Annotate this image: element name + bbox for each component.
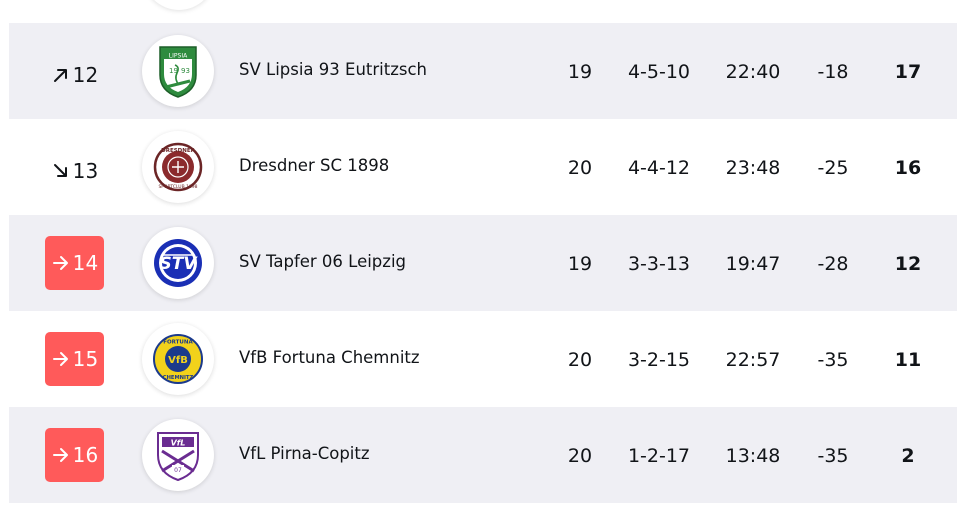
- rank-number: 15: [72, 347, 99, 371]
- rank-badge-relegation: 14: [45, 236, 104, 290]
- win-draw-loss: 3-2-15: [627, 349, 691, 371]
- points: 11: [894, 349, 922, 371]
- svg-text:FORTUNA: FORTUNA: [163, 340, 193, 346]
- trend-down-arrow-icon: [53, 164, 67, 177]
- svg-text:STV: STV: [160, 254, 199, 274]
- win-draw-loss: 4-4-12: [627, 157, 691, 179]
- vfb-fortuna-crest-icon: VfB FORTUNA CHEMNITZ: [142, 323, 214, 395]
- games-played: 20: [567, 349, 593, 371]
- team-name[interactable]: Dresdner SC 1898: [239, 156, 390, 175]
- svg-text:VfL: VfL: [171, 439, 186, 448]
- games-played: 20: [567, 445, 593, 467]
- dresdner-sc-crest-icon: DRESDNER SPORTCLUB 1898: [142, 131, 214, 203]
- goals: 22:40: [725, 61, 781, 83]
- rank-badge: 13: [45, 144, 104, 198]
- rank-number: 16: [72, 443, 99, 467]
- arrow-right-icon: [52, 448, 68, 462]
- games-played: 19: [567, 253, 593, 275]
- svg-text:07: 07: [174, 467, 182, 474]
- rank-badge: 12: [45, 48, 104, 102]
- svg-text:93: 93: [181, 67, 190, 75]
- goal-difference: -35: [817, 349, 849, 371]
- svg-text:DRESDNER: DRESDNER: [161, 148, 195, 154]
- arrow-right-icon: [52, 352, 68, 366]
- goal-difference: -28: [817, 253, 849, 275]
- svg-text:VfB: VfB: [168, 355, 188, 366]
- team-name[interactable]: VfB Fortuna Chemnitz: [239, 348, 420, 367]
- rank-number: 14: [72, 251, 99, 275]
- svg-text:19: 19: [169, 67, 178, 75]
- table-row[interactable]: 14 STV SV Tapfer 06 Leipzig 19 3-3-13 19…: [9, 215, 957, 311]
- goals: 22:57: [725, 349, 781, 371]
- goals: 13:48: [725, 445, 781, 467]
- goal-difference: -25: [817, 157, 849, 179]
- svg-text:SPORTCLUB 1898: SPORTCLUB 1898: [158, 184, 197, 190]
- table-row[interactable]: 12 LIPSIA 19 93 SV Lipsia 93 Eutritzsch …: [9, 23, 957, 119]
- table-row[interactable]: 16 VfL 07 VfL Pirna-Copitz 20 1-2-17 13:…: [9, 407, 957, 503]
- arrow-right-icon: [52, 256, 68, 270]
- goals: 19:47: [725, 253, 781, 275]
- team-name[interactable]: VfL Pirna-Copitz: [239, 444, 370, 463]
- points: 2: [901, 445, 915, 467]
- goal-difference: -18: [817, 61, 849, 83]
- rank-badge-relegation: 16: [45, 428, 104, 482]
- win-draw-loss: 3-3-13: [627, 253, 691, 275]
- table-row[interactable]: 15 VfB FORTUNA CHEMNITZ VfB Fortuna Chem…: [9, 311, 957, 407]
- team-name[interactable]: SV Tapfer 06 Leipzig: [239, 252, 406, 271]
- previous-row-logo-fragment: [143, 0, 215, 10]
- standings-table: 12 LIPSIA 19 93 SV Lipsia 93 Eutritzsch …: [9, 23, 957, 503]
- games-played: 19: [567, 61, 593, 83]
- rank-number: 13: [72, 159, 99, 183]
- rank-number: 12: [72, 63, 99, 87]
- svg-text:LIPSIA: LIPSIA: [169, 53, 188, 60]
- points: 17: [894, 61, 922, 83]
- svg-text:CHEMNITZ: CHEMNITZ: [163, 375, 194, 381]
- trend-up-arrow-icon: [53, 69, 67, 82]
- points: 16: [894, 157, 922, 179]
- win-draw-loss: 1-2-17: [627, 445, 691, 467]
- lipsia-crest-icon: LIPSIA 19 93: [142, 35, 214, 107]
- table-row[interactable]: 13 DRESDNER SPORTCLUB 1898 Dresdner SC 1…: [9, 119, 957, 215]
- win-draw-loss: 4-5-10: [627, 61, 691, 83]
- vfl-pirna-crest-icon: VfL 07: [142, 419, 214, 491]
- sv-tapfer-crest-icon: STV: [142, 227, 214, 299]
- rank-badge-relegation: 15: [45, 332, 104, 386]
- games-played: 20: [567, 157, 593, 179]
- points: 12: [894, 253, 922, 275]
- team-name[interactable]: SV Lipsia 93 Eutritzsch: [239, 60, 428, 79]
- goal-difference: -35: [817, 445, 849, 467]
- goals: 23:48: [725, 157, 781, 179]
